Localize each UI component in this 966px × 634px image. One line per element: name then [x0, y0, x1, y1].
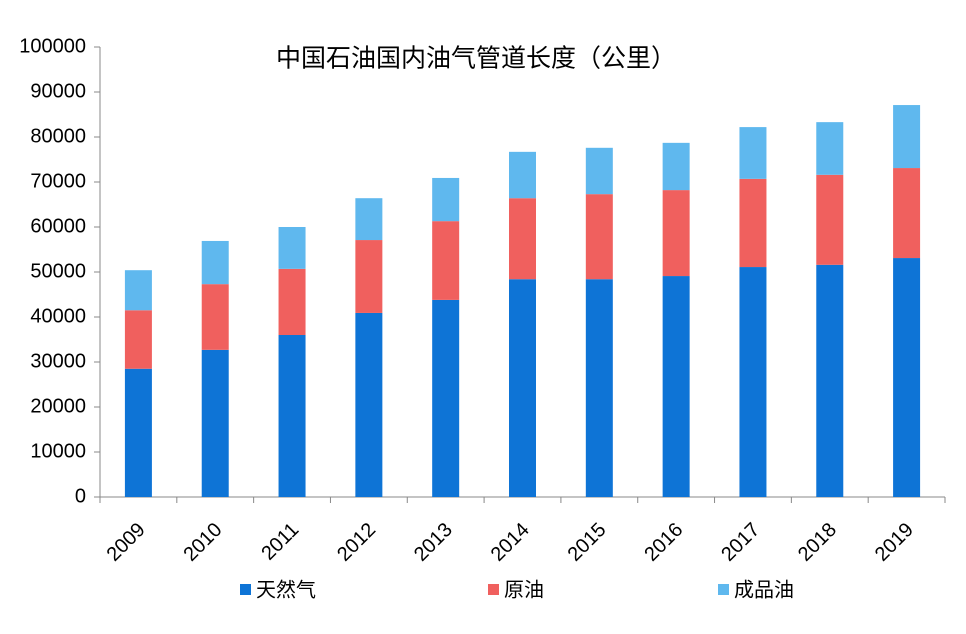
x-tick-label: 2015	[564, 519, 611, 566]
bar-segment	[509, 151, 536, 199]
bar-segment	[278, 227, 306, 269]
y-tick-label: 20000	[30, 395, 86, 417]
bar-segment	[739, 267, 767, 497]
y-tick-label: 10000	[30, 440, 86, 462]
bar-segment	[278, 268, 306, 335]
y-tick-label: 70000	[30, 170, 86, 192]
x-tick-label: 2009	[103, 519, 150, 566]
y-tick-label: 40000	[30, 305, 86, 327]
chart-title: 中国石油国内油气管道长度（公里）	[276, 45, 676, 73]
legend-swatch	[718, 584, 729, 595]
bar-segment	[432, 299, 460, 497]
x-tick-label: 2010	[179, 519, 226, 566]
bar-segment	[124, 310, 152, 369]
bar-segment	[893, 168, 921, 259]
y-tick-label: 50000	[30, 260, 86, 282]
x-tick-label: 2019	[871, 519, 918, 566]
y-tick-label: 80000	[30, 125, 86, 147]
y-tick-label: 60000	[30, 215, 86, 237]
bar-segment	[509, 198, 536, 280]
bar-segment	[432, 221, 460, 300]
bar-segment	[816, 122, 844, 175]
x-tick-label: 2012	[333, 519, 380, 566]
bar-segment	[585, 279, 613, 497]
bar-segment	[278, 335, 306, 497]
bar-segment	[355, 198, 383, 241]
x-tick-label: 2018	[794, 519, 841, 566]
bar-segment	[124, 368, 152, 497]
y-tick-label: 0	[75, 485, 86, 507]
bar-segment	[355, 312, 383, 497]
bar-segment	[124, 270, 152, 311]
bar-segment	[816, 174, 844, 265]
y-tick-label: 30000	[30, 350, 86, 372]
bar-segment	[585, 147, 613, 195]
x-tick-label: 2014	[487, 519, 534, 566]
bar-segment	[662, 190, 690, 277]
legend-label: 原油	[504, 578, 544, 601]
bar-segment	[662, 276, 690, 497]
legend-label: 成品油	[734, 578, 794, 601]
legend-label: 天然气	[256, 578, 316, 601]
bar-segment	[816, 264, 844, 497]
bar-segment	[201, 240, 229, 285]
bar-segment	[585, 194, 613, 280]
bar-segment	[201, 349, 229, 497]
x-tick-label: 2016	[640, 519, 687, 566]
legend-swatch	[240, 584, 251, 595]
bar-segment	[509, 279, 536, 497]
bar-segment	[662, 142, 690, 191]
y-tick-label: 100000	[19, 35, 86, 57]
x-tick-label: 2017	[717, 519, 764, 566]
bar-segment	[201, 284, 229, 350]
bar-segment	[432, 177, 460, 222]
y-tick-label: 90000	[30, 80, 86, 102]
bar-segment	[893, 105, 921, 169]
x-tick-label: 2011	[257, 519, 303, 565]
bar-segment	[739, 127, 767, 179]
x-tick-label: 2013	[410, 519, 457, 566]
legend-swatch	[488, 584, 499, 595]
bar-segment	[355, 240, 383, 313]
bar-segment	[739, 178, 767, 268]
bar-segment	[893, 258, 921, 497]
